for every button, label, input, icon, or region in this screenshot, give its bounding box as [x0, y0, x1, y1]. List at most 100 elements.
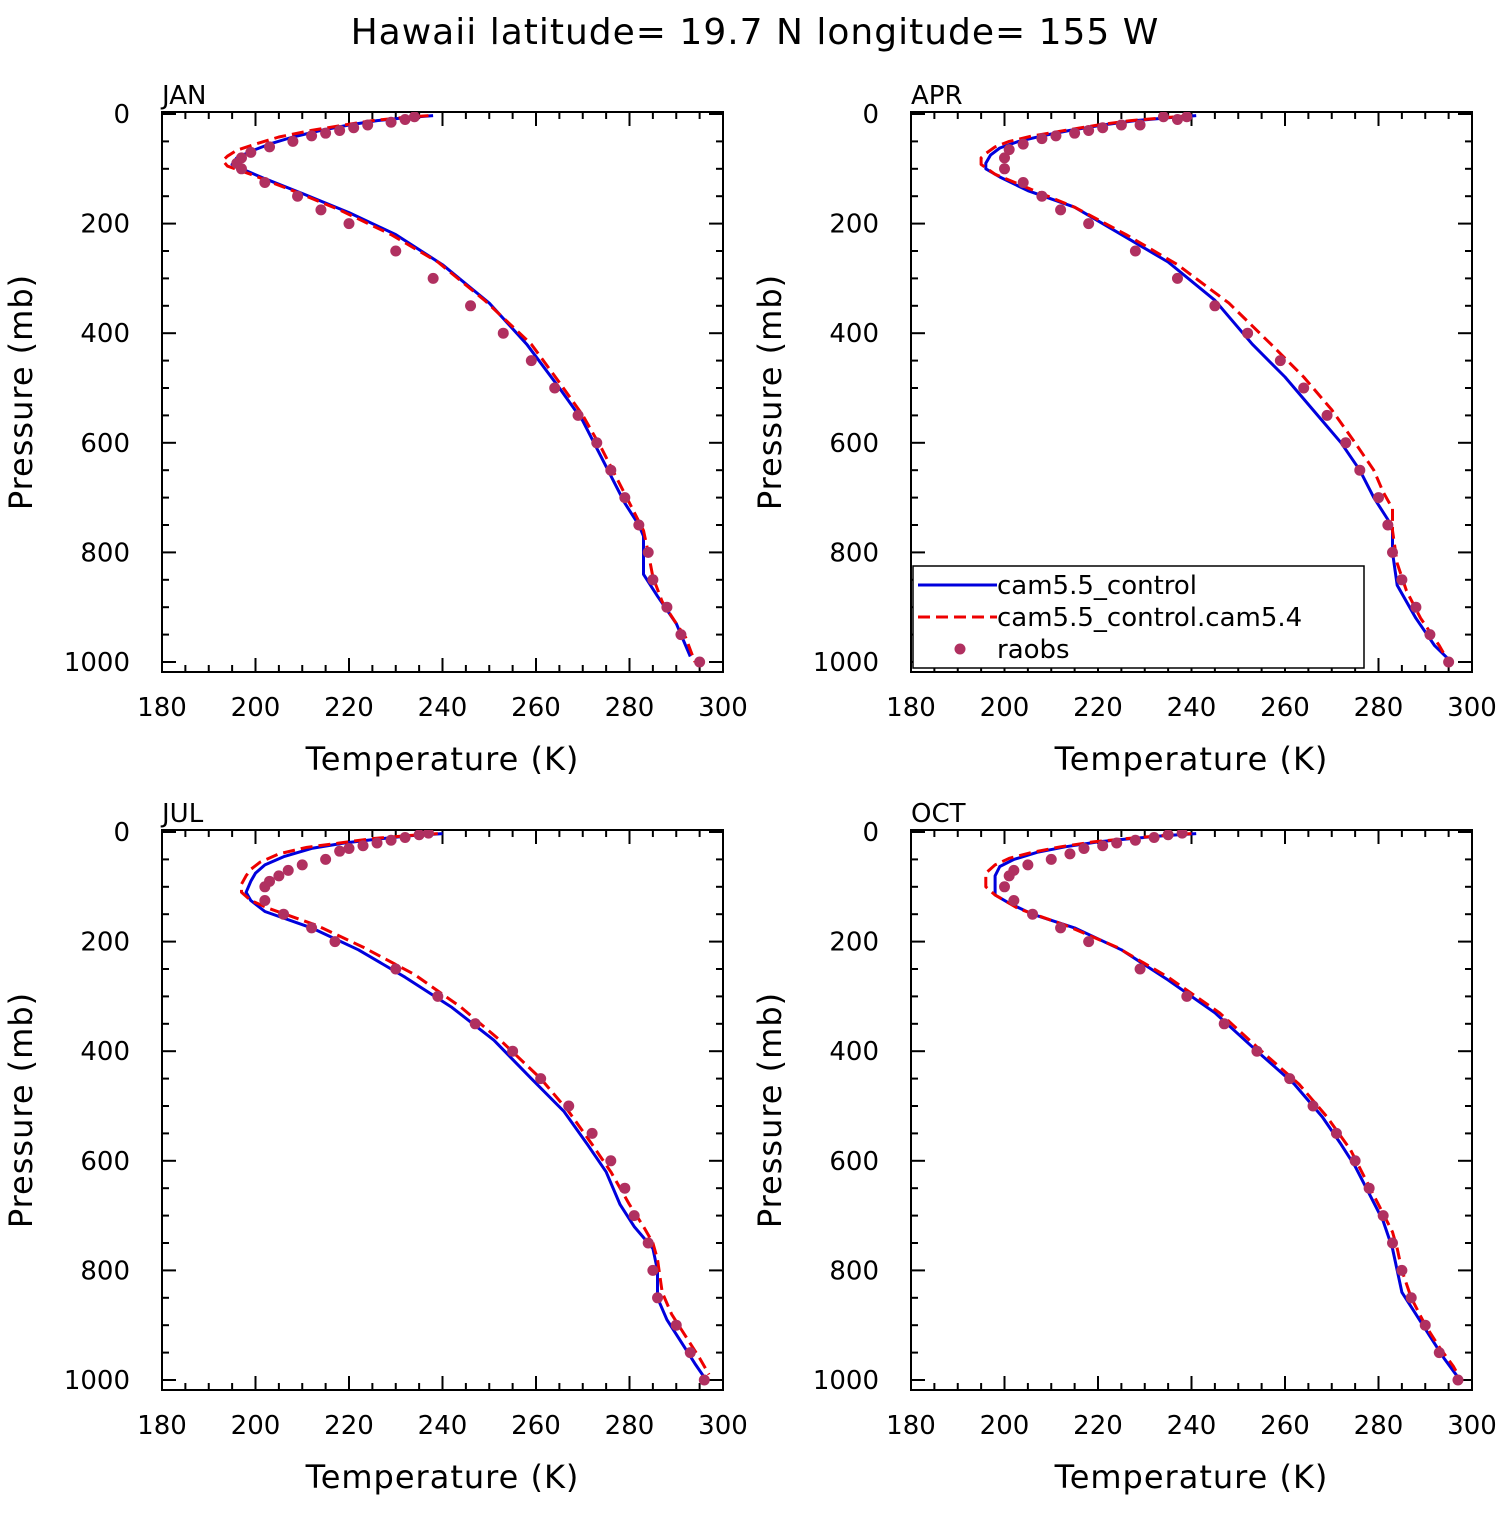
legend-label: raobs — [997, 635, 1070, 665]
raobs-marker — [1162, 830, 1174, 841]
raobs-marker — [399, 113, 411, 125]
raobs-marker — [647, 574, 659, 586]
raobs-marker — [1284, 1073, 1296, 1085]
cam54-line — [984, 832, 1460, 1376]
raobs-marker — [465, 300, 477, 312]
raobs-marker — [259, 881, 271, 893]
y-axis-title: Pressure (mb) — [751, 992, 789, 1228]
raobs-marker — [390, 245, 402, 257]
y-tick-label: 0 — [862, 100, 879, 130]
plot-frame — [161, 829, 724, 1391]
raobs-marker — [296, 859, 308, 871]
raobs-marker — [399, 831, 411, 843]
raobs-marker — [698, 1374, 710, 1386]
x-tick-label: 240 — [418, 693, 468, 723]
y-tick-label: 1000 — [813, 648, 879, 678]
raobs-marker — [605, 464, 617, 476]
y-tick-label: 200 — [829, 928, 879, 958]
y-tick-label: 200 — [80, 210, 130, 240]
cam54-line — [240, 832, 711, 1376]
raobs-marker — [1055, 204, 1067, 216]
raobs-marker — [694, 656, 706, 668]
raobs-marker — [670, 1319, 682, 1331]
raobs-marker — [1097, 122, 1109, 134]
x-tick-label: 280 — [1354, 693, 1404, 723]
raobs-marker — [1377, 1210, 1389, 1222]
x-tick-label: 240 — [1167, 1411, 1217, 1441]
raobs-marker — [1363, 1182, 1375, 1194]
raobs-marker — [1251, 1045, 1263, 1057]
y-tick-label: 800 — [80, 538, 130, 568]
raobs-marker — [1134, 963, 1146, 975]
x-axis-title: Temperature (K) — [1054, 740, 1329, 778]
raobs-marker — [245, 146, 257, 158]
raobs-marker — [427, 272, 439, 284]
raobs-marker — [371, 837, 383, 849]
raobs-marker — [497, 327, 509, 339]
x-tick-label: 260 — [511, 693, 561, 723]
raobs-marker — [385, 834, 397, 846]
raobs-marker — [1396, 1264, 1408, 1276]
raobs-marker — [390, 963, 402, 975]
raobs-marker — [1410, 601, 1422, 613]
raobs-marker — [619, 492, 631, 504]
raobs-marker — [1242, 327, 1254, 339]
raobs-marker — [1083, 936, 1095, 948]
raobs-marker — [684, 1347, 696, 1359]
raobs-marker — [422, 830, 434, 839]
control-line — [244, 832, 706, 1379]
raobs-marker — [652, 1292, 664, 1304]
raobs-marker — [278, 908, 290, 920]
y-tick-label: 600 — [80, 1147, 130, 1177]
raobs-marker — [1111, 837, 1123, 849]
raobs-marker — [661, 601, 673, 613]
raobs-marker — [1017, 138, 1029, 150]
raobs-marker — [642, 546, 654, 558]
raobs-marker — [999, 152, 1010, 164]
y-tick-label: 400 — [80, 319, 130, 349]
raobs-marker — [1157, 112, 1169, 123]
raobs-marker — [315, 204, 327, 216]
panel-jan: JAN 180 200 220 240 260 280 300 0 200 400 600 800 100… — [2, 81, 748, 778]
raobs-marker — [408, 112, 420, 123]
legend-box — [912, 565, 1365, 669]
raobs-marker — [1396, 574, 1408, 586]
raobs-marker — [1050, 130, 1062, 142]
y-axis-title: Pressure (mb) — [2, 992, 40, 1228]
raobs-marker — [348, 122, 360, 134]
raobs-marker — [385, 116, 397, 128]
y-tick-label: 1000 — [813, 1366, 879, 1396]
plot-area — [979, 112, 1455, 668]
x-tick-label: 200 — [980, 693, 1030, 723]
panel-apr: APR 180 200 220 240 260 280 300 0 200 400 600 800 100… — [751, 81, 1497, 778]
x-tick-label: 200 — [231, 693, 281, 723]
raobs-marker — [1055, 922, 1067, 934]
x-tick-label: 220 — [324, 693, 374, 723]
y-tick-label: 0 — [113, 818, 130, 848]
raobs-marker — [999, 163, 1010, 175]
panel-label: JUL — [160, 799, 204, 829]
panel-oct: OCT 180 200 220 240 260 280 300 0 200 400 600 800 100… — [751, 799, 1497, 1496]
raobs-marker — [1064, 848, 1076, 860]
raobs-marker — [1083, 124, 1095, 136]
plot-area — [240, 830, 711, 1386]
raobs-marker — [586, 1127, 598, 1139]
x-tick-label: 260 — [1260, 1411, 1310, 1441]
raobs-marker — [1148, 831, 1160, 843]
x-tick-label: 200 — [980, 1411, 1030, 1441]
x-tick-label: 180 — [137, 693, 187, 723]
raobs-marker — [306, 130, 318, 142]
y-tick-label: 400 — [829, 319, 879, 349]
raobs-marker — [1274, 355, 1286, 367]
x-tick-label: 260 — [1260, 693, 1310, 723]
x-tick-label: 240 — [418, 1411, 468, 1441]
y-tick-label: 400 — [829, 1037, 879, 1067]
x-tick-label: 200 — [231, 1411, 281, 1441]
y-tick-label: 600 — [829, 1147, 879, 1177]
raobs-marker — [1424, 629, 1436, 641]
y-tick-label: 1000 — [64, 648, 130, 678]
y-tick-label: 400 — [80, 1037, 130, 1067]
raobs-marker — [642, 1237, 654, 1249]
